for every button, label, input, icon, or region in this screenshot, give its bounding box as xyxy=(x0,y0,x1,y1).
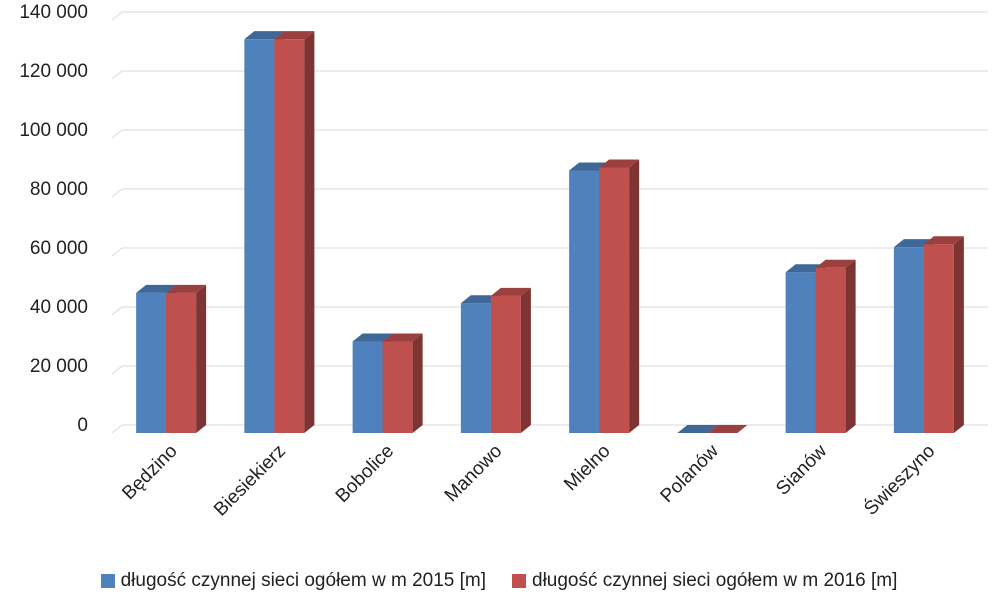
legend-swatch-2016 xyxy=(512,574,526,588)
bar-side xyxy=(412,333,423,433)
bar-top xyxy=(382,333,423,342)
bar-front xyxy=(352,341,383,433)
bar-side xyxy=(520,287,531,433)
bar-top xyxy=(490,287,531,296)
bar xyxy=(382,333,423,433)
legend-item-2015: długość czynnej sieci ogółem w m 2015 [m… xyxy=(100,570,486,592)
bar-front xyxy=(893,247,924,433)
y-tick-label: 120 000 xyxy=(19,61,88,82)
bar-front xyxy=(815,267,846,433)
bar-front xyxy=(136,292,167,433)
x-tick-label: Będzino xyxy=(118,441,181,504)
bar-top xyxy=(707,425,748,433)
bar-front xyxy=(166,292,197,433)
y-tick-label: 40 000 xyxy=(30,297,88,318)
y-tick-label: 20 000 xyxy=(30,356,88,377)
gridline xyxy=(111,129,988,139)
bar-top xyxy=(244,31,285,40)
x-tick-label: Biesiekierz xyxy=(210,441,290,521)
bar-top xyxy=(166,284,207,293)
bar xyxy=(166,284,207,433)
bar-front xyxy=(599,167,630,433)
y-tick-label: 140 000 xyxy=(19,2,88,23)
gridline xyxy=(111,11,988,21)
gridline xyxy=(111,188,988,198)
y-tick-label: 60 000 xyxy=(30,238,88,259)
bar-top xyxy=(352,333,393,342)
bar-front xyxy=(460,303,491,433)
y-tick-label: 100 000 xyxy=(19,120,88,141)
bar-front xyxy=(244,39,275,434)
x-tick-label: Polanów xyxy=(657,440,724,507)
bar-top xyxy=(274,31,315,40)
bar-side xyxy=(845,259,856,433)
bar xyxy=(815,259,856,433)
gridline xyxy=(111,306,988,316)
bar xyxy=(599,159,640,433)
y-tick-label: 0 xyxy=(77,415,88,436)
x-tick-label: Manowo xyxy=(441,441,507,507)
bar xyxy=(923,236,964,433)
bar xyxy=(707,425,748,433)
bar-side xyxy=(196,284,207,433)
bar-side xyxy=(953,236,964,433)
bar-side xyxy=(629,159,640,433)
x-axis: Będzino Biesiekierz Bobolice Manowo Mielno Po… xyxy=(118,440,939,521)
gridline xyxy=(111,70,988,80)
x-tick-label: Mielno xyxy=(560,441,614,495)
legend-label-2015: długość czynnej sieci ogółem w m 2015 [m… xyxy=(120,570,486,591)
y-axis: 0 20 000 40 000 60 000 80 000 100 000 120 000 1… xyxy=(19,2,88,436)
bar-top xyxy=(677,425,718,433)
gridline xyxy=(111,365,988,375)
bar-front xyxy=(923,244,954,433)
x-tick-label: Bobolice xyxy=(332,441,398,507)
bar xyxy=(490,287,531,433)
bar-front xyxy=(274,39,305,434)
bar-top xyxy=(136,284,177,293)
x-tick-label: Sianów xyxy=(772,440,831,499)
gridline xyxy=(111,247,988,257)
legend-item-2016: długość czynnej sieci ogółem w m 2016 [m… xyxy=(512,570,897,592)
y-tick-label: 80 000 xyxy=(30,179,88,200)
bar-front xyxy=(490,295,521,433)
bar-side xyxy=(304,31,315,434)
x-tick-label: Świeszyno xyxy=(860,440,940,520)
bar-front xyxy=(569,170,600,433)
bar-front xyxy=(785,272,816,433)
bar-top xyxy=(599,159,640,168)
bar-chart: 0 20 000 40 000 60 000 80 000 100 000 120 000 1… xyxy=(19,2,988,521)
bars xyxy=(136,31,964,434)
legend-swatch-2015 xyxy=(100,574,115,588)
bar xyxy=(274,31,315,434)
bar-front xyxy=(382,341,413,433)
bar xyxy=(677,425,718,433)
gridline xyxy=(111,424,988,434)
gridlines xyxy=(111,11,988,434)
bar-top xyxy=(923,236,964,245)
legend: długość czynnej sieci ogółem w m 2015 [m… xyxy=(0,570,998,592)
bar-top xyxy=(815,259,856,268)
legend-label-2016: długość czynnej sieci ogółem w m 2016 [m… xyxy=(532,570,898,591)
